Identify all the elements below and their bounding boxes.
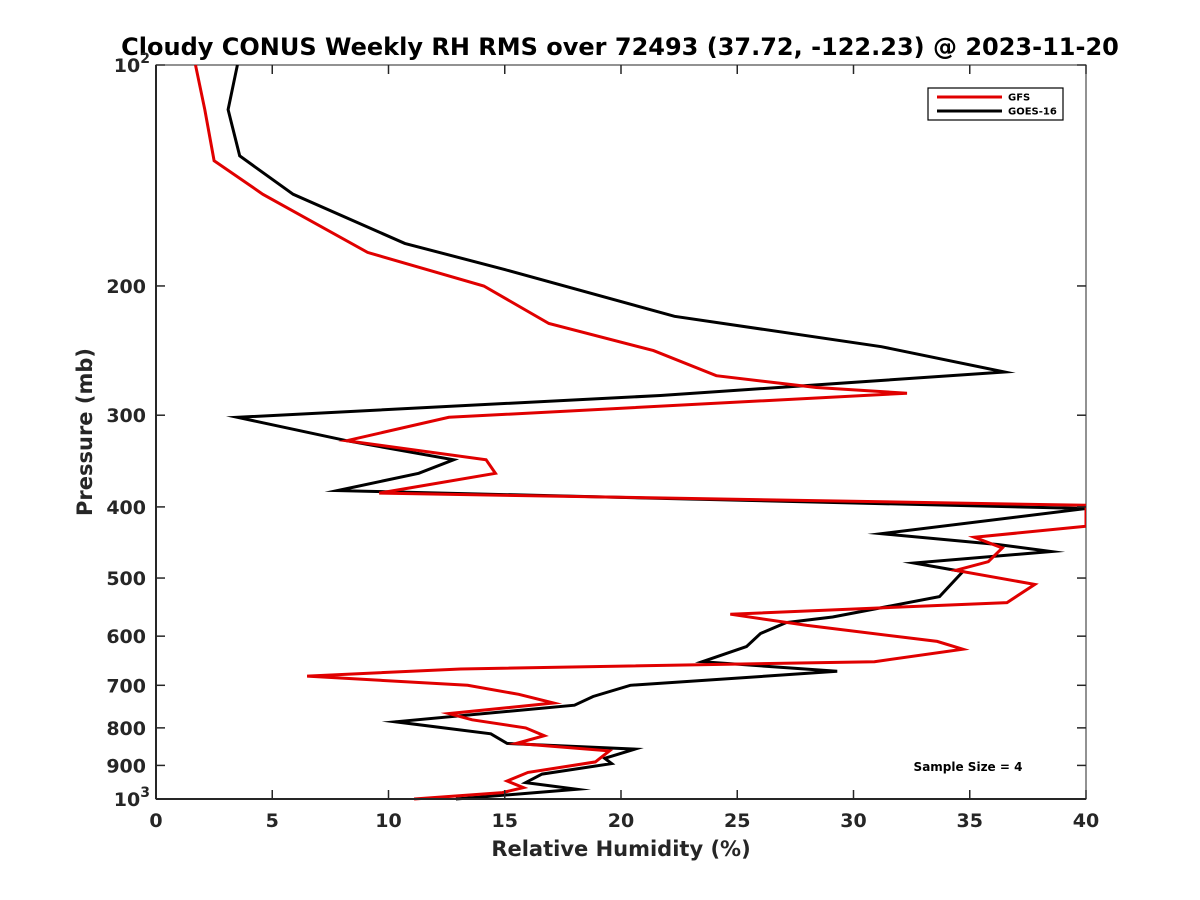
x-tick-label: 20 (608, 810, 634, 832)
y-tick-label: 103 (114, 785, 150, 811)
legend-label-goes-16: GOES-16 (1008, 107, 1057, 118)
y-tick-label: 400 (106, 497, 146, 519)
series-layer (194, 64, 1086, 801)
y-ticks: 102 200 300 400 500 600 700 800 900 103 (106, 51, 1086, 811)
x-tick-label: 40 (1073, 810, 1099, 832)
legend-box (927, 87, 1064, 121)
y-tick-label: 500 (106, 568, 146, 590)
legend: GFS GOES-16 (927, 87, 1064, 121)
y-axis-label: Pressure (mb) (73, 348, 97, 516)
x-tick-label: 5 (266, 810, 279, 832)
chart-title: Cloudy CONUS Weekly RH RMS over 72493 (3… (121, 33, 1119, 61)
series-line-gfs (194, 64, 1086, 801)
plot-area: 0 5 10 15 20 25 30 35 40 102 200 300 400 500 600 700 80… (106, 51, 1099, 832)
x-tick-label: 10 (375, 810, 401, 832)
x-ticks: 0 5 10 15 20 25 30 35 40 (149, 65, 1099, 832)
y-tick-label: 800 (106, 718, 146, 740)
x-tick-label: 30 (840, 810, 866, 832)
y-tick-label: 900 (106, 755, 146, 777)
y-tick-label: 300 (106, 405, 146, 427)
y-tick-label: 102 (114, 51, 150, 77)
x-tick-label: 25 (724, 810, 750, 832)
legend-entries: GFS GOES-16 (937, 93, 1057, 118)
y-tick-label: 200 (106, 276, 146, 298)
x-tick-label: 35 (957, 810, 983, 832)
legend-label-gfs: GFS (1008, 93, 1030, 104)
y-tick-label: 700 (106, 675, 146, 697)
sample-size-annotation: Sample Size = 4 (914, 760, 1023, 774)
x-tick-label: 0 (149, 810, 162, 832)
x-axis-label: Relative Humidity (%) (491, 837, 750, 861)
x-tick-label: 15 (492, 810, 518, 832)
y-tick-label: 600 (106, 626, 146, 648)
